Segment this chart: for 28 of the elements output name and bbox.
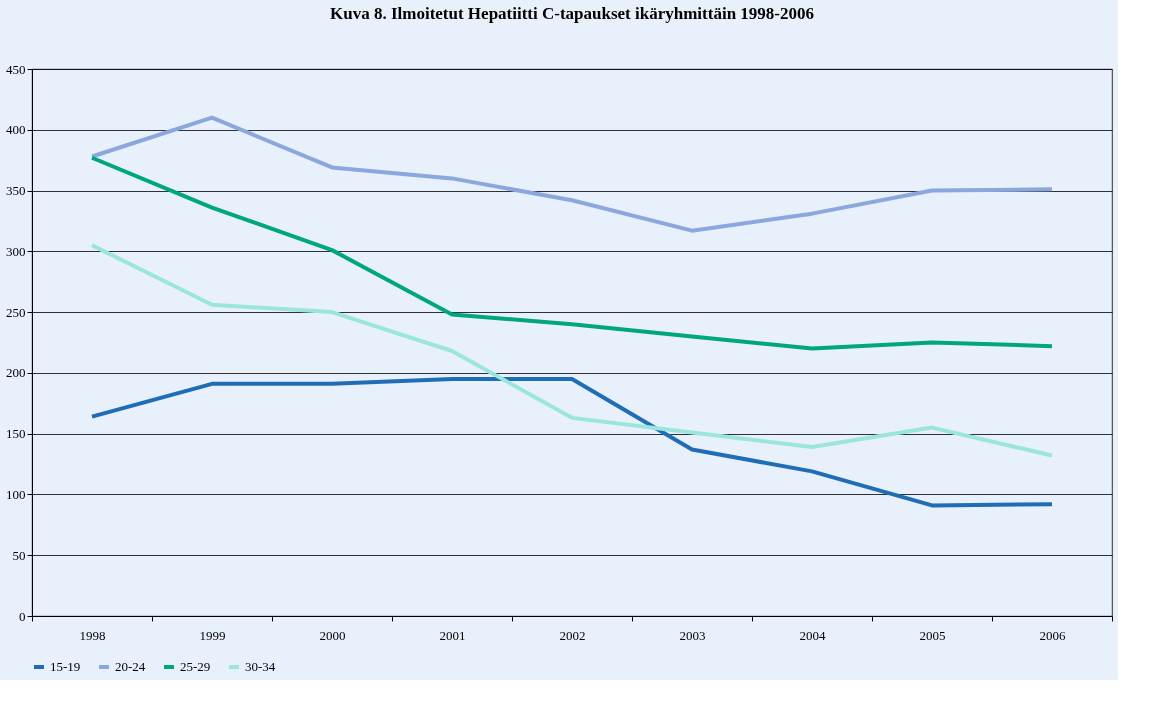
x-tick-label: 2005 bbox=[919, 627, 946, 643]
line-series bbox=[90, 376, 1054, 508]
y-tick-label: 150 bbox=[6, 426, 26, 442]
y-tick-label: 0 bbox=[19, 608, 26, 624]
x-tick-label: 2003 bbox=[679, 627, 706, 643]
x-tick-label: 2001 bbox=[439, 627, 466, 643]
y-tick-label: 250 bbox=[6, 304, 26, 320]
y-tick-label: 450 bbox=[6, 61, 26, 77]
line-series bbox=[90, 115, 1054, 233]
line-series bbox=[90, 243, 1054, 458]
line-series bbox=[90, 155, 1054, 351]
y-tick-label: 400 bbox=[6, 122, 26, 138]
x-tick-label: 2006 bbox=[1039, 627, 1066, 643]
x-tick-label: 1998 bbox=[79, 627, 106, 643]
chart-title: Kuva 8. Ilmoitetut Hepatiitti C-tapaukset ikäryhmittäin 1998-2006 bbox=[329, 4, 815, 23]
y-tick-label: 100 bbox=[6, 486, 26, 502]
x-tick-label: 2004 bbox=[799, 627, 826, 643]
y-tick-label: 350 bbox=[6, 183, 26, 199]
legend-label: 30-34 bbox=[245, 659, 276, 674]
y-tick-label: 200 bbox=[6, 365, 26, 381]
x-tick-label: 1999 bbox=[199, 627, 226, 643]
legend-label: 25-29 bbox=[180, 659, 211, 674]
y-tick-label: 50 bbox=[12, 547, 26, 563]
y-tick-label: 300 bbox=[6, 243, 26, 259]
x-tick-label: 2000 bbox=[319, 627, 346, 643]
legend-label: 15-19 bbox=[50, 659, 81, 674]
x-tick-label: 2002 bbox=[559, 627, 586, 643]
legend-label: 20-24 bbox=[115, 659, 146, 674]
